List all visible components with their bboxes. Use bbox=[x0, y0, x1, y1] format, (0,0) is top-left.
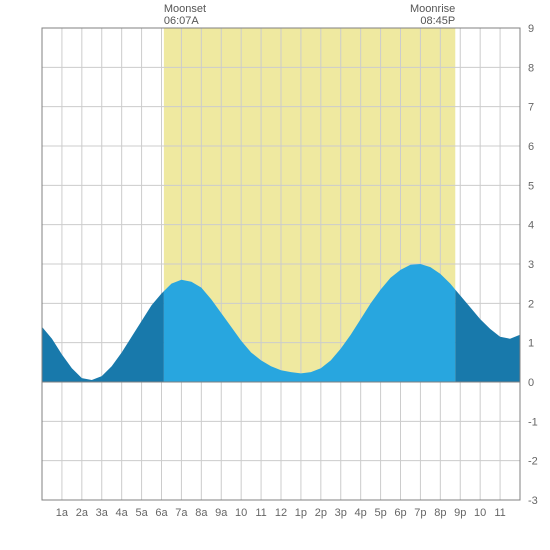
y-tick-label: 9 bbox=[528, 23, 534, 35]
y-tick-label: 3 bbox=[528, 259, 534, 271]
x-tick-label: 5p bbox=[374, 507, 386, 519]
y-tick-label: 2 bbox=[528, 298, 534, 310]
moonset-time: 06:07A bbox=[164, 15, 200, 27]
x-tick-label: 1p bbox=[295, 507, 307, 519]
chart-svg: -3-2-101234567891a2a3a4a5a6a7a8a9a101112… bbox=[0, 0, 550, 550]
x-tick-label: 7p bbox=[414, 507, 426, 519]
y-tick-label: 7 bbox=[528, 102, 534, 114]
x-tick-label: 5a bbox=[135, 507, 148, 519]
x-tick-label: 3a bbox=[96, 507, 109, 519]
x-tick-label: 6p bbox=[394, 507, 406, 519]
moonrise-time: 08:45P bbox=[420, 15, 455, 27]
x-tick-label: 2a bbox=[76, 507, 89, 519]
y-tick-label: -1 bbox=[528, 416, 538, 428]
x-tick-label: 10 bbox=[235, 507, 247, 519]
y-tick-label: 0 bbox=[528, 377, 534, 389]
x-tick-label: 9a bbox=[215, 507, 228, 519]
y-tick-label: 1 bbox=[528, 338, 534, 350]
x-tick-label: 12 bbox=[275, 507, 287, 519]
x-tick-label: 8a bbox=[195, 507, 208, 519]
x-tick-label: 8p bbox=[434, 507, 446, 519]
x-tick-label: 7a bbox=[175, 507, 188, 519]
x-tick-label: 2p bbox=[315, 507, 327, 519]
y-tick-label: -2 bbox=[528, 456, 538, 468]
moonset-title: Moonset bbox=[164, 3, 206, 15]
x-tick-label: 4a bbox=[116, 507, 129, 519]
x-tick-label: 11 bbox=[494, 507, 505, 519]
tide-chart: -3-2-101234567891a2a3a4a5a6a7a8a9a101112… bbox=[0, 0, 550, 550]
y-tick-label: 6 bbox=[528, 141, 534, 153]
x-tick-label: 3p bbox=[335, 507, 347, 519]
x-tick-label: 11 bbox=[255, 507, 266, 519]
y-tick-label: 8 bbox=[528, 62, 534, 74]
y-tick-label: 5 bbox=[528, 180, 534, 192]
x-tick-label: 10 bbox=[474, 507, 486, 519]
moonrise-title: Moonrise bbox=[410, 3, 455, 15]
x-tick-label: 1a bbox=[56, 507, 69, 519]
x-tick-label: 9p bbox=[454, 507, 466, 519]
x-tick-label: 6a bbox=[155, 507, 168, 519]
y-tick-label: -3 bbox=[528, 495, 538, 507]
x-tick-label: 4p bbox=[355, 507, 367, 519]
y-tick-label: 4 bbox=[528, 220, 534, 232]
